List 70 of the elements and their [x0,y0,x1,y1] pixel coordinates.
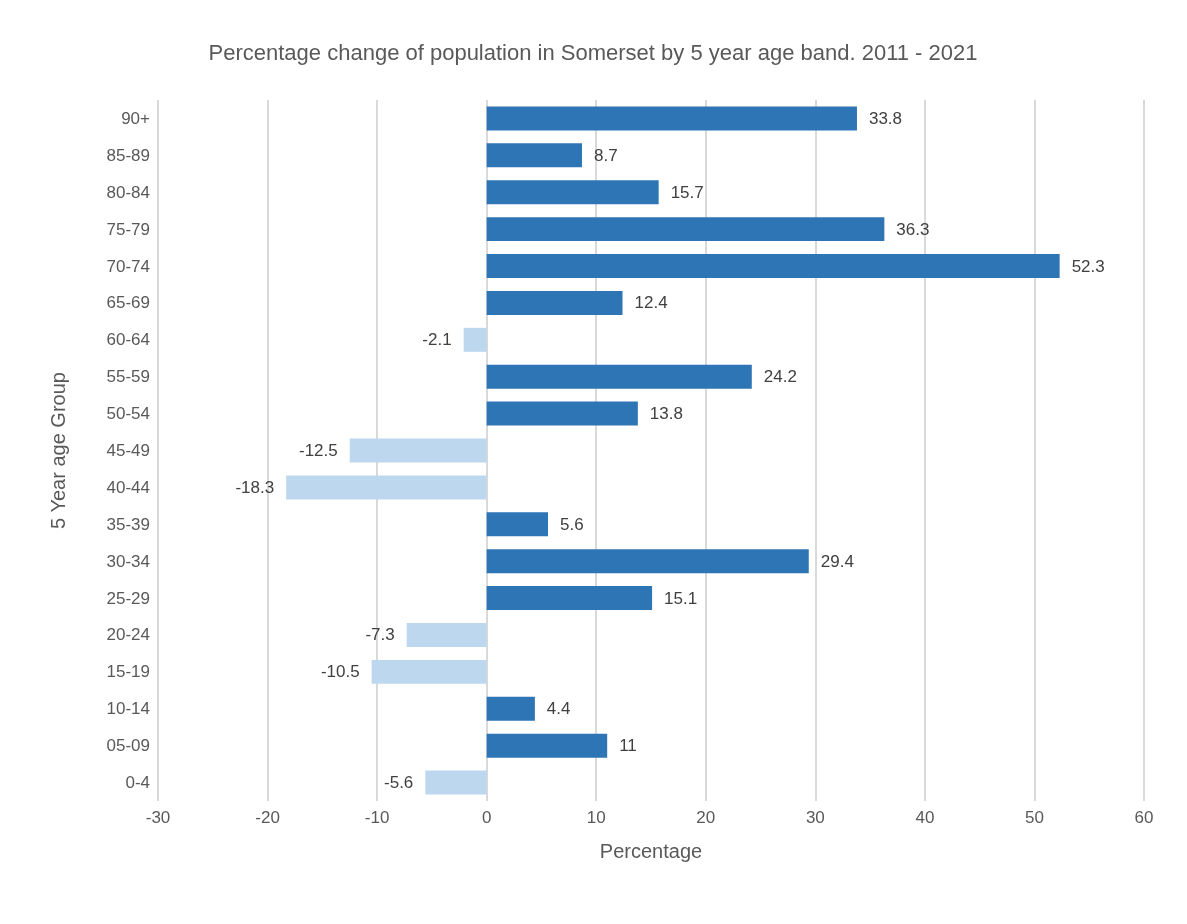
data-label: -2.1 [422,330,452,350]
data-label: 15.7 [670,182,704,202]
data-label: -5.6 [384,773,414,793]
bar [371,659,487,684]
bar [486,512,549,537]
data-label: 36.3 [896,219,930,239]
y-axis-title: 5 Year age Group [47,372,69,529]
data-label: -18.3 [235,477,275,497]
bar [486,254,1060,279]
bar [349,438,487,463]
x-tick-label: 50 [1024,808,1044,827]
bar [486,549,809,574]
data-label: 5.6 [560,514,584,534]
bar [486,364,752,389]
bar [406,622,487,647]
bar [486,143,582,168]
y-tick-label: 45-49 [106,441,150,460]
bar [486,696,535,721]
y-tick-label: 65-69 [106,293,150,313]
x-tick-label: 0 [481,808,492,827]
data-label: 13.8 [649,404,683,424]
y-tick-label: 25-29 [106,588,150,608]
data-label: 29.4 [820,551,854,571]
data-label: 33.8 [868,108,903,128]
x-tick-label: 60 [1134,808,1154,827]
y-tick-label: 55-59 [106,367,150,387]
y-tick-label: 35-39 [106,514,150,534]
bar [486,586,653,611]
y-tick-label: 20-24 [106,625,150,645]
data-label: 24.2 [763,367,797,387]
bar [425,770,487,795]
bar [486,290,623,315]
data-label: 4.4 [546,699,571,719]
bar [286,475,487,500]
x-tick-label: 30 [805,808,825,827]
y-tick-label: 75-79 [106,219,150,239]
y-tick-label: 05-09 [106,736,150,756]
y-tick-label: 0-4 [125,773,150,793]
x-tick-label: -10 [364,808,390,827]
data-label: -7.3 [365,625,395,645]
x-tick-label: -30 [145,808,171,827]
y-tick-label: 50-54 [106,404,150,424]
y-tick-label: 90+ [121,108,151,128]
bar [486,106,857,131]
y-tick-label: 30-34 [106,551,150,571]
y-tick-label: 80-84 [106,182,150,202]
y-tick-label: 15-19 [106,662,150,682]
bar [486,401,638,426]
y-tick-label: 70-74 [106,256,150,276]
bar [486,733,608,758]
bar [486,217,885,242]
data-label: 52.3 [1071,256,1105,276]
data-label: 12.4 [634,293,668,313]
y-tick-label: 10-14 [106,699,150,719]
x-axis-title: Percentage [599,840,703,862]
data-label: 15.1 [664,588,698,608]
x-tick-label: 10 [586,808,606,827]
y-tick-label: 60-64 [106,330,150,350]
data-label: 8.7 [593,145,618,165]
y-tick-label: 40-44 [106,477,150,497]
x-tick-label: 20 [696,808,716,827]
data-label: -12.5 [298,441,338,460]
bar [486,180,659,205]
data-label: 11 [619,736,637,756]
bar [463,327,487,352]
x-tick-label: 40 [915,808,935,827]
y-tick-label: 85-89 [106,145,150,165]
x-tick-label: -20 [255,808,280,827]
chart-title: Percentage change of population in Somerset by 5 year age band. 2011 - 2021 [208,39,978,65]
data-label: -10.5 [320,662,360,682]
